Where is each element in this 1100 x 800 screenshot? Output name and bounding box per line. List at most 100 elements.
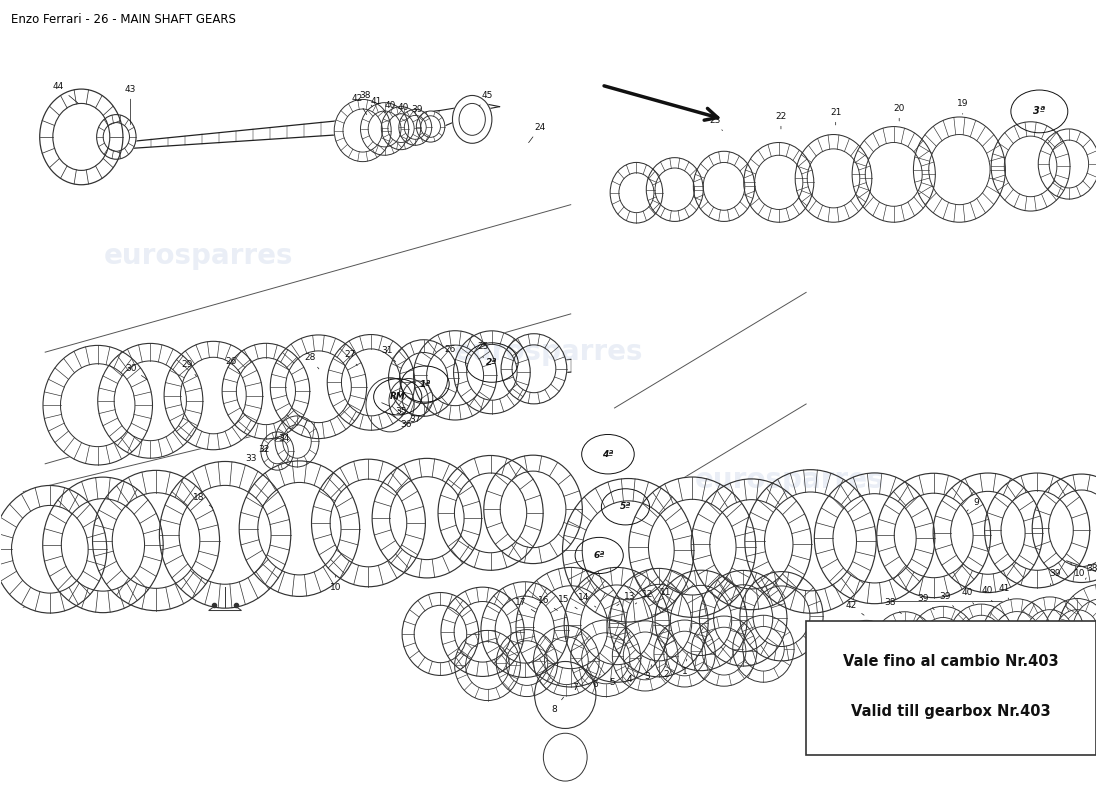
Text: 9: 9 — [967, 498, 979, 511]
Text: 7: 7 — [572, 677, 582, 691]
Text: 41: 41 — [371, 98, 385, 114]
Text: 33: 33 — [245, 447, 267, 462]
Ellipse shape — [92, 470, 220, 610]
Text: 38: 38 — [1086, 564, 1098, 579]
Text: eurosparres: eurosparres — [695, 466, 884, 494]
Text: 13: 13 — [617, 592, 636, 606]
Ellipse shape — [275, 416, 319, 467]
Ellipse shape — [691, 616, 757, 686]
Text: 6: 6 — [592, 674, 601, 689]
Ellipse shape — [484, 455, 582, 563]
Ellipse shape — [982, 599, 1052, 675]
Ellipse shape — [991, 122, 1070, 211]
Text: 12: 12 — [636, 590, 653, 604]
Ellipse shape — [693, 151, 755, 222]
Ellipse shape — [403, 381, 432, 416]
Ellipse shape — [438, 455, 543, 570]
Ellipse shape — [933, 473, 1043, 593]
Text: 24: 24 — [529, 123, 546, 142]
Ellipse shape — [1014, 597, 1085, 674]
Ellipse shape — [852, 126, 935, 222]
Text: 5: 5 — [609, 672, 617, 686]
Ellipse shape — [43, 477, 163, 613]
Ellipse shape — [452, 95, 492, 143]
Ellipse shape — [910, 606, 976, 677]
Text: 31: 31 — [381, 346, 396, 362]
Ellipse shape — [271, 335, 366, 438]
Text: 3ª: 3ª — [1033, 106, 1045, 117]
Ellipse shape — [0, 486, 107, 613]
Text: eurosparres: eurosparres — [103, 242, 294, 270]
Text: 32: 32 — [258, 438, 278, 454]
Ellipse shape — [403, 593, 478, 675]
Text: 41: 41 — [999, 584, 1010, 599]
Text: 2: 2 — [663, 664, 669, 678]
Text: 39: 39 — [411, 106, 426, 114]
Text: 11: 11 — [653, 589, 672, 602]
Text: 3: 3 — [645, 665, 651, 681]
Ellipse shape — [562, 478, 694, 622]
Ellipse shape — [327, 334, 415, 430]
Text: 40: 40 — [397, 103, 415, 113]
Text: 5ª: 5ª — [619, 502, 631, 511]
Ellipse shape — [459, 103, 485, 135]
Ellipse shape — [481, 582, 569, 678]
Ellipse shape — [97, 114, 136, 159]
Text: 39: 39 — [939, 592, 954, 607]
Ellipse shape — [441, 587, 525, 677]
Text: 36: 36 — [389, 414, 412, 430]
Ellipse shape — [609, 569, 708, 677]
Ellipse shape — [874, 612, 935, 675]
Text: 4: 4 — [627, 670, 634, 684]
Ellipse shape — [535, 662, 596, 729]
Ellipse shape — [496, 630, 558, 697]
Text: 8: 8 — [551, 697, 563, 714]
Ellipse shape — [913, 117, 1005, 222]
Text: RM: RM — [389, 392, 406, 402]
Ellipse shape — [98, 343, 202, 458]
Ellipse shape — [610, 162, 662, 223]
Ellipse shape — [389, 378, 428, 423]
Text: 30: 30 — [124, 364, 147, 379]
Text: 28: 28 — [305, 354, 319, 369]
Ellipse shape — [334, 99, 392, 162]
Ellipse shape — [795, 134, 872, 222]
Ellipse shape — [564, 567, 669, 682]
Ellipse shape — [502, 334, 566, 404]
Text: 35: 35 — [382, 402, 407, 416]
Ellipse shape — [239, 461, 360, 597]
Text: 34: 34 — [278, 428, 292, 442]
Text: Valid till gearbox Nr.403: Valid till gearbox Nr.403 — [851, 705, 1050, 719]
Text: 17: 17 — [515, 598, 536, 612]
Text: 37: 37 — [398, 410, 421, 424]
Text: 29: 29 — [182, 361, 196, 376]
Ellipse shape — [877, 474, 991, 598]
Ellipse shape — [516, 567, 626, 687]
Ellipse shape — [814, 473, 935, 604]
Text: 14: 14 — [579, 594, 596, 607]
Text: 10: 10 — [330, 575, 341, 592]
Text: 4ª: 4ª — [603, 450, 614, 458]
Text: 26: 26 — [444, 346, 456, 360]
Text: 23: 23 — [710, 116, 723, 130]
Ellipse shape — [534, 626, 600, 696]
Text: 42: 42 — [846, 601, 865, 615]
Ellipse shape — [164, 342, 263, 450]
Ellipse shape — [948, 604, 1014, 674]
Ellipse shape — [843, 620, 890, 671]
Ellipse shape — [311, 459, 426, 586]
Ellipse shape — [43, 346, 153, 465]
Ellipse shape — [1032, 474, 1100, 582]
Ellipse shape — [1044, 598, 1100, 669]
Ellipse shape — [372, 458, 482, 578]
Text: 2ª: 2ª — [486, 358, 497, 367]
Text: 22: 22 — [776, 112, 786, 129]
Ellipse shape — [1058, 584, 1100, 680]
Text: Enzo Ferrari - 26 - MAIN SHAFT GEARS: Enzo Ferrari - 26 - MAIN SHAFT GEARS — [11, 14, 236, 26]
Text: eurosparres: eurosparres — [454, 338, 644, 366]
Ellipse shape — [416, 111, 444, 142]
Ellipse shape — [745, 470, 877, 613]
Ellipse shape — [571, 620, 641, 697]
Text: 42: 42 — [352, 94, 366, 114]
Ellipse shape — [414, 330, 497, 420]
